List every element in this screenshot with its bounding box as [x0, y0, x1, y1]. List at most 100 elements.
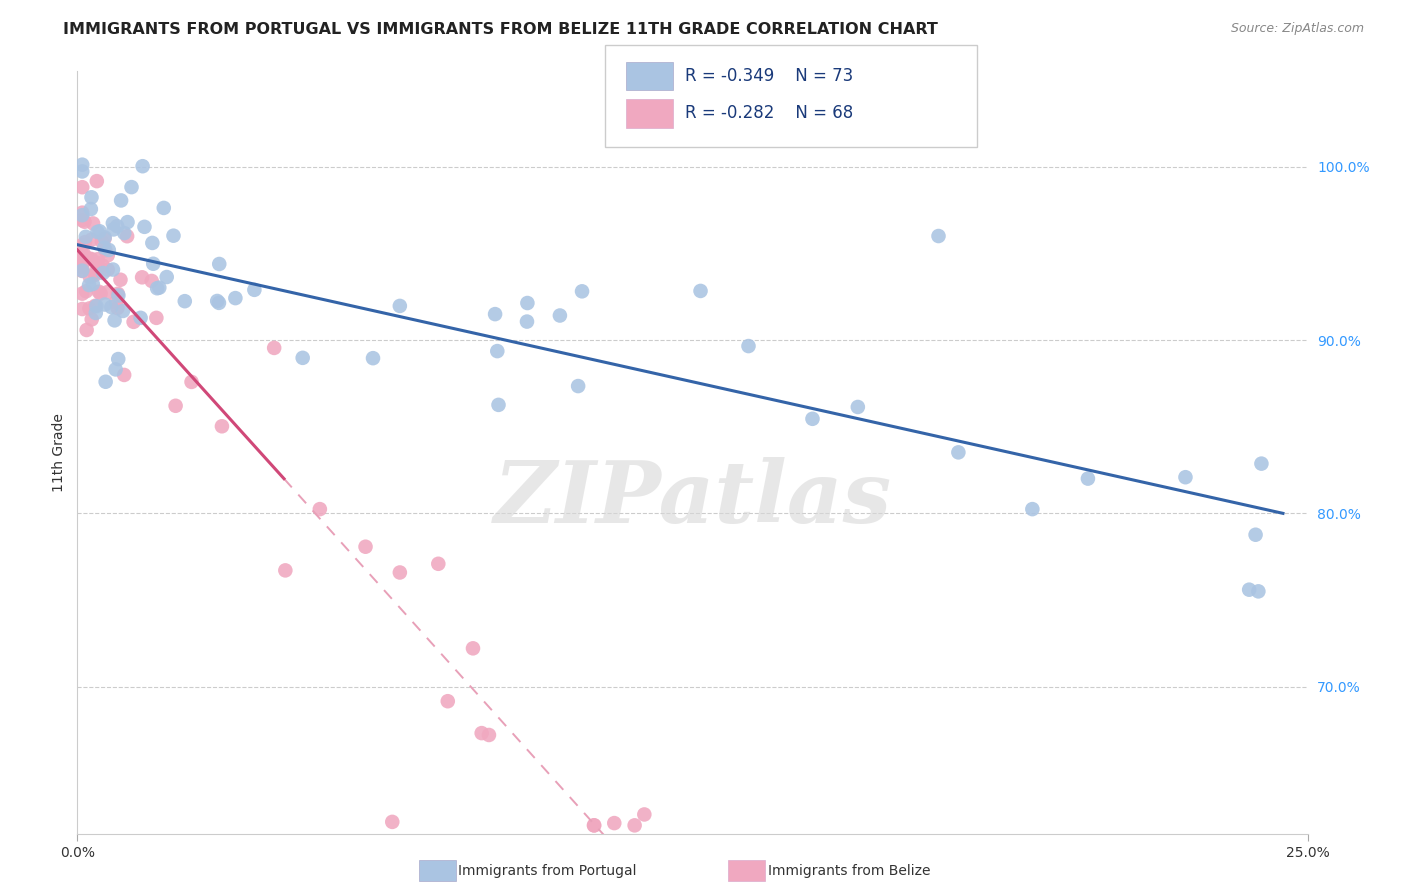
Point — [84, 306, 107, 320]
Point — [1174, 470, 1197, 484]
Point — [70, 263, 93, 277]
Point — [107, 352, 129, 367]
Point — [75, 235, 97, 249]
Point — [93, 241, 115, 255]
Point — [73, 215, 96, 229]
Point — [84, 268, 107, 282]
Point — [105, 219, 128, 234]
Point — [131, 270, 153, 285]
Point — [70, 286, 93, 301]
Point — [388, 566, 411, 580]
Point — [77, 278, 100, 293]
Point — [70, 180, 93, 194]
Point — [97, 243, 120, 257]
Point — [70, 254, 93, 268]
Point — [1077, 472, 1099, 486]
Point — [122, 315, 145, 329]
Point — [117, 215, 139, 229]
Point — [93, 230, 115, 244]
Point — [603, 816, 626, 830]
Point — [173, 294, 195, 309]
Point — [516, 315, 538, 329]
Text: R = -0.282    N = 68: R = -0.282 N = 68 — [685, 104, 853, 122]
Point — [381, 814, 404, 829]
Point — [80, 233, 103, 247]
Point — [484, 307, 506, 321]
Point — [90, 286, 112, 301]
Point — [84, 299, 107, 313]
Point — [84, 265, 107, 279]
Point — [461, 641, 484, 656]
Point — [75, 229, 97, 244]
Point — [89, 224, 111, 238]
Text: IMMIGRANTS FROM PORTUGAL VS IMMIGRANTS FROM BELIZE 11TH GRADE CORRELATION CHART: IMMIGRANTS FROM PORTUGAL VS IMMIGRANTS F… — [63, 22, 938, 37]
Point — [548, 309, 571, 323]
Point — [583, 818, 606, 832]
Point — [100, 300, 122, 314]
Point — [582, 818, 605, 832]
Text: Source: ZipAtlas.com: Source: ZipAtlas.com — [1230, 22, 1364, 36]
Point — [274, 563, 297, 577]
Point — [478, 728, 501, 742]
Point — [101, 216, 124, 230]
Point — [96, 285, 118, 300]
Point — [70, 301, 93, 316]
Point — [142, 257, 165, 271]
Point — [82, 277, 104, 291]
Point — [928, 229, 950, 244]
Point — [1021, 502, 1043, 516]
Y-axis label: 11th Grade: 11th Grade — [52, 413, 66, 492]
Point — [94, 375, 117, 389]
Point — [846, 400, 869, 414]
Point — [91, 235, 114, 249]
Point — [86, 174, 108, 188]
Point — [111, 304, 134, 318]
Point — [208, 257, 231, 271]
Point — [86, 252, 108, 267]
Point — [70, 208, 93, 222]
Point — [567, 379, 589, 393]
Point — [156, 270, 179, 285]
Point — [388, 299, 411, 313]
Text: Immigrants from Belize: Immigrants from Belize — [768, 863, 931, 878]
Point — [291, 351, 314, 365]
Point — [471, 726, 494, 740]
Point — [94, 244, 117, 258]
Point — [70, 264, 93, 278]
Point — [70, 247, 93, 261]
Point — [70, 260, 93, 275]
Point — [75, 285, 97, 299]
Point — [103, 222, 125, 236]
Point — [112, 226, 135, 240]
Point — [80, 190, 103, 204]
Text: R = -0.349    N = 73: R = -0.349 N = 73 — [685, 67, 853, 85]
Point — [101, 262, 124, 277]
Point — [80, 312, 103, 326]
Point — [224, 291, 246, 305]
Point — [145, 310, 167, 325]
Point — [82, 216, 104, 230]
Point — [205, 293, 228, 308]
Point — [1250, 457, 1272, 471]
Point — [79, 301, 101, 316]
Point — [243, 283, 266, 297]
Point — [165, 399, 187, 413]
Point — [87, 256, 110, 270]
Point — [162, 228, 184, 243]
Point — [361, 351, 384, 366]
Point — [97, 262, 120, 277]
Text: Immigrants from Portugal: Immigrants from Portugal — [458, 863, 637, 878]
Point — [80, 252, 103, 266]
Point — [110, 194, 132, 208]
Point — [86, 225, 108, 239]
Point — [148, 280, 170, 294]
Point — [129, 310, 152, 325]
Point — [94, 297, 117, 311]
Point — [436, 694, 458, 708]
Point — [737, 339, 759, 353]
Point — [91, 259, 114, 273]
Point — [121, 180, 143, 194]
Point — [87, 285, 110, 299]
Point — [1247, 584, 1270, 599]
Point — [1244, 527, 1267, 541]
